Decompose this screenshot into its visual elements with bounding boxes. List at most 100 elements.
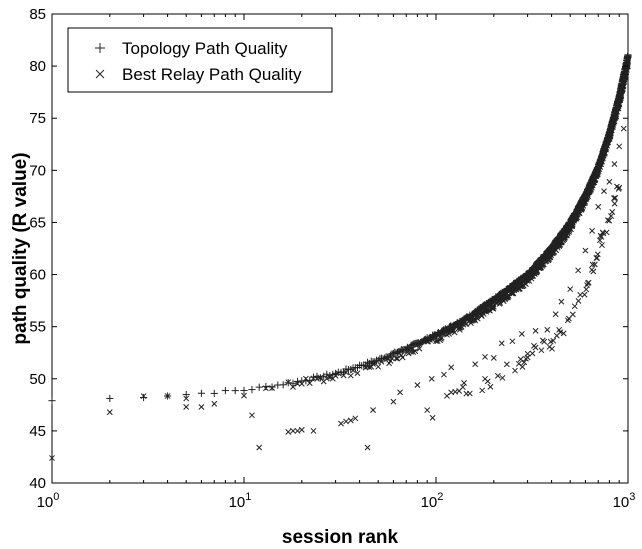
data-point-best-relay	[599, 242, 605, 249]
data-point-best-relay	[294, 427, 301, 434]
data-point-best-relay	[618, 92, 625, 99]
data-point-best-relay	[512, 367, 518, 374]
data-point-best-relay	[560, 330, 567, 337]
data-point-best-relay	[569, 311, 576, 318]
data-point-best-relay	[575, 267, 582, 274]
data-point-best-relay	[290, 384, 296, 390]
legend: Topology Path Quality Best Relay Path Qu…	[67, 27, 333, 93]
data-point-best-relay	[285, 379, 292, 386]
x-tick-label: 102	[421, 491, 444, 511]
data-point-best-relay	[310, 427, 317, 434]
x-axis-title: session rank	[282, 527, 399, 548]
series-layer	[48, 51, 632, 461]
data-point-best-relay	[571, 303, 578, 310]
data-point-topology	[367, 357, 375, 365]
data-point-best-relay	[314, 375, 320, 382]
y-tick-label: 40	[29, 475, 46, 492]
data-point-best-relay	[347, 417, 354, 424]
x-tick-base: 10	[229, 494, 246, 511]
data-point-best-relay	[616, 184, 623, 191]
x-tick-base: 10	[613, 494, 630, 511]
data-point-best-relay	[532, 327, 539, 334]
data-point-best-relay	[521, 359, 528, 366]
data-point-best-relay	[466, 390, 473, 397]
data-point-best-relay	[611, 161, 618, 167]
y-axis-title: path quality (R value)	[10, 152, 31, 344]
data-point-best-relay	[343, 369, 349, 376]
data-point-best-relay	[416, 345, 423, 352]
data-point-best-relay	[582, 247, 589, 254]
data-point-best-relay	[249, 412, 255, 419]
data-point-best-relay	[544, 326, 551, 333]
x-tick-label: 101	[229, 491, 252, 511]
x-tick-label: 100	[37, 491, 60, 511]
data-point-best-relay	[424, 407, 431, 414]
data-point-best-relay	[449, 326, 456, 333]
data-point-best-relay	[370, 407, 376, 413]
data-point-best-relay	[589, 261, 596, 268]
data-point-best-relay	[590, 268, 597, 275]
data-point-best-relay	[591, 261, 598, 268]
data-point-best-relay	[603, 229, 610, 236]
data-point-best-relay	[613, 113, 620, 120]
data-point-best-relay	[364, 444, 371, 451]
data-point-best-relay	[198, 404, 205, 410]
data-point-best-relay	[448, 364, 455, 371]
data-point-best-relay	[370, 360, 376, 367]
y-tick-label: 75	[29, 110, 46, 127]
data-point-best-relay	[575, 298, 582, 304]
y-tick-label: 55	[29, 319, 46, 336]
x-tick-exponent: 2	[437, 491, 443, 503]
data-point-best-relay	[482, 353, 488, 360]
data-point-best-relay	[605, 217, 611, 224]
data-point-best-relay	[625, 58, 631, 65]
data-point-best-relay	[472, 361, 479, 368]
data-point-topology	[48, 397, 56, 405]
data-point-best-relay	[256, 444, 263, 451]
data-point-best-relay	[601, 188, 607, 195]
data-point-best-relay	[412, 348, 419, 355]
y-tick-label: 65	[29, 214, 46, 231]
data-point-best-relay	[183, 395, 190, 402]
data-point-topology	[326, 372, 334, 380]
data-point-best-relay	[326, 374, 333, 381]
data-point-best-relay	[608, 213, 614, 219]
y-tick-label: 60	[29, 267, 46, 284]
data-point-topology	[106, 394, 114, 403]
data-point-best-relay	[552, 311, 559, 318]
data-point-topology	[231, 387, 239, 395]
data-point-best-relay	[600, 152, 607, 159]
data-point-best-relay	[164, 393, 171, 399]
data-point-best-relay	[518, 331, 525, 337]
data-point-best-relay	[347, 372, 354, 379]
data-point-topology	[221, 386, 229, 395]
data-point-best-relay	[429, 414, 436, 421]
data-point-best-relay	[541, 338, 548, 345]
data-point-best-relay	[625, 57, 631, 64]
data-point-best-relay	[343, 418, 349, 425]
data-point-best-relay	[479, 387, 486, 394]
data-point-topology	[248, 385, 256, 394]
data-point-best-relay	[600, 230, 607, 237]
legend-plus-glyph	[95, 43, 105, 53]
x-tick-label: 103	[613, 491, 636, 511]
legend-label-best-relay: Best Relay Path Quality	[122, 65, 302, 84]
legend-x-glyph	[95, 69, 105, 79]
data-point-best-relay	[490, 355, 497, 361]
data-point-best-relay	[441, 371, 447, 378]
data-point-best-relay	[461, 380, 467, 386]
data-point-topology	[210, 389, 218, 398]
data-point-best-relay	[558, 298, 565, 305]
data-point-best-relay	[183, 404, 190, 410]
data-point-best-relay	[335, 370, 342, 377]
data-point-best-relay	[524, 354, 531, 361]
data-point-best-relay	[611, 200, 618, 207]
data-point-best-relay	[584, 282, 590, 289]
x-tick-exponent: 0	[53, 491, 59, 503]
data-point-best-relay	[414, 341, 421, 348]
y-tick-label: 45	[29, 423, 46, 440]
data-point-best-relay	[487, 383, 494, 390]
data-point-topology	[240, 386, 248, 395]
data-point-best-relay	[519, 363, 526, 370]
